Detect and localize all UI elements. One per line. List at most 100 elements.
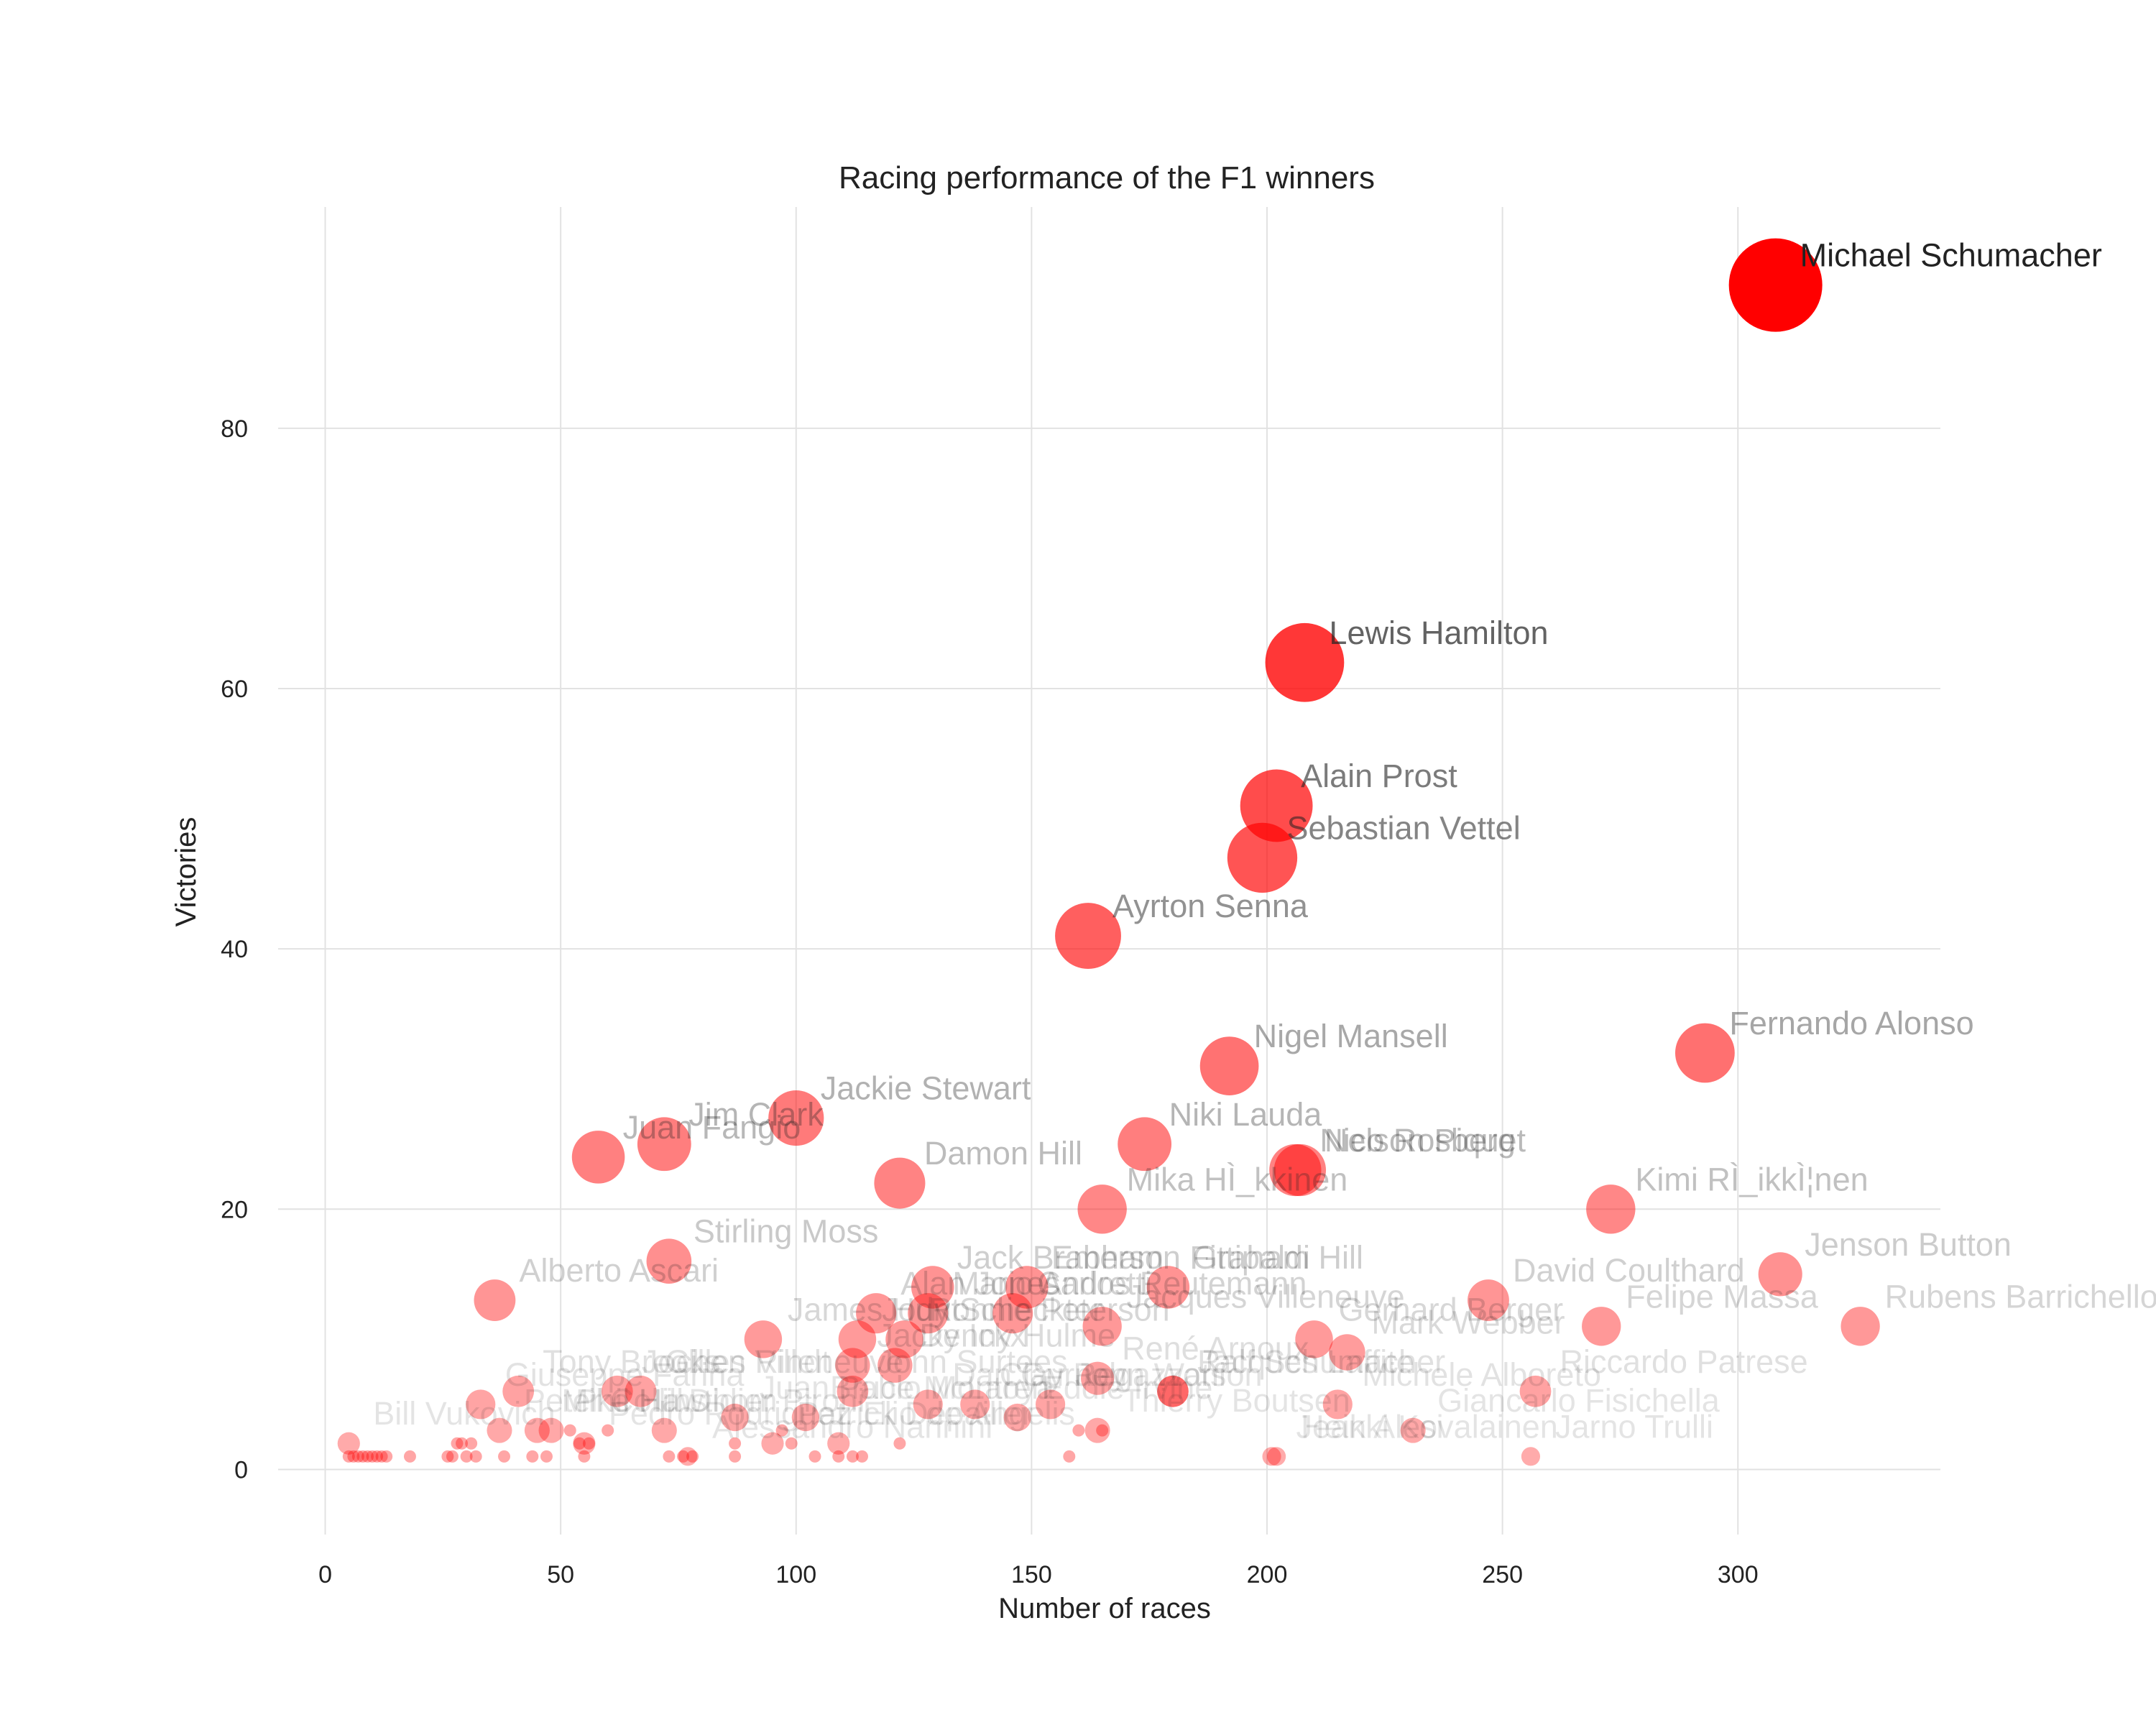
data-point	[729, 1437, 742, 1450]
data-point	[744, 1320, 783, 1358]
data-point	[1758, 1252, 1802, 1297]
data-point	[992, 1293, 1033, 1334]
data-point	[1096, 1424, 1109, 1437]
y-tick-label: 20	[221, 1196, 248, 1223]
point-label: Peter Collins	[524, 1382, 707, 1419]
point-label: Carlos Reutemann	[1037, 1265, 1307, 1302]
data-point	[856, 1293, 897, 1334]
data-point	[1077, 1184, 1127, 1234]
data-point	[808, 1450, 821, 1463]
data-points	[337, 238, 1880, 1466]
data-point	[371, 1450, 384, 1463]
data-point	[375, 1450, 388, 1463]
point-label: Kimi RÌ_ikkÌ¦nen	[1635, 1161, 1868, 1197]
data-point	[893, 1437, 906, 1450]
point-label: Bill Vukovich	[373, 1395, 555, 1432]
data-point	[578, 1450, 591, 1463]
data-point	[456, 1437, 469, 1450]
data-point	[526, 1450, 539, 1463]
x-tick-label: 0	[318, 1561, 332, 1588]
point-label: Alberto Ascari	[519, 1252, 719, 1289]
data-point	[601, 1375, 633, 1407]
data-point	[460, 1450, 473, 1463]
point-label: Sebastian Vettel	[1286, 809, 1520, 846]
data-point	[1118, 1117, 1172, 1172]
point-label: Jacques Laffite	[1197, 1343, 1414, 1380]
point-label: Nico Rosberg	[1319, 1122, 1516, 1159]
y-tick-label: 0	[234, 1456, 248, 1484]
data-point	[502, 1375, 535, 1407]
point-label: Michele Alboreto	[1362, 1356, 1601, 1393]
data-point	[960, 1389, 990, 1420]
data-point	[337, 1432, 360, 1455]
data-point	[465, 1437, 478, 1450]
point-label: Jack Brabham	[957, 1239, 1164, 1276]
point-label: Elio de Angelis	[863, 1395, 1075, 1432]
data-point	[1322, 1389, 1353, 1420]
point-label: Jenson Button	[1805, 1226, 2012, 1263]
data-point	[1084, 1417, 1110, 1443]
data-point	[911, 1266, 954, 1309]
point-label: Pedro Rodriguez	[609, 1395, 852, 1432]
point-label: Jody Scheckter	[882, 1291, 1103, 1328]
data-point	[524, 1417, 550, 1443]
point-label: Emerson Fittipaldi	[1051, 1239, 1310, 1276]
data-point	[1582, 1307, 1621, 1346]
data-point	[451, 1437, 464, 1450]
point-label: Ralf Schumacher	[1197, 1343, 1445, 1380]
y-tick-label: 40	[221, 936, 248, 963]
point-label: Phil Hill	[576, 1382, 683, 1419]
x-axis-label: Number of races	[998, 1593, 1211, 1624]
data-point	[466, 1389, 496, 1420]
data-point	[1267, 1447, 1286, 1466]
data-point	[908, 1293, 949, 1334]
point-label: Mark Webber	[1371, 1304, 1565, 1340]
point-label: Juan Fangio	[623, 1109, 801, 1146]
data-point	[877, 1348, 913, 1383]
point-label: René Arnoux	[1122, 1330, 1309, 1367]
data-point	[827, 1432, 850, 1455]
data-point	[1072, 1424, 1085, 1437]
data-point	[1519, 1375, 1552, 1407]
point-label: Dan Gurney	[952, 1356, 1127, 1393]
point-label: Alessandro Nannini	[712, 1408, 992, 1445]
point-label: Tony Brooks	[543, 1343, 721, 1380]
data-point	[874, 1157, 926, 1209]
y-axis-label: Victories	[170, 817, 202, 927]
data-point	[1157, 1375, 1189, 1407]
point-label: Didier Pironi	[688, 1382, 865, 1419]
data-point	[1240, 769, 1313, 842]
data-point	[775, 1424, 788, 1437]
data-point	[832, 1450, 845, 1463]
data-point	[768, 1090, 824, 1146]
point-label: Ayrton Senna	[1112, 888, 1309, 924]
point-label: Jacques Villeneuve	[1127, 1278, 1405, 1315]
data-point	[347, 1450, 360, 1463]
data-point	[1841, 1307, 1880, 1346]
data-point	[1081, 1361, 1115, 1395]
point-label: Jarno Trulli	[1555, 1408, 1713, 1445]
data-point	[1082, 1307, 1122, 1346]
data-point	[646, 1238, 692, 1284]
point-label: Clay Regazzoni	[1000, 1356, 1226, 1393]
data-point	[838, 1320, 877, 1358]
point-label: Denny Hulme	[919, 1317, 1115, 1354]
point-label: Mario Andretti	[952, 1265, 1152, 1302]
data-point	[573, 1432, 596, 1455]
data-point	[1157, 1375, 1189, 1407]
point-label: Juan Pablo Montoya	[760, 1369, 1055, 1406]
data-point	[1262, 1447, 1281, 1466]
data-point	[637, 1117, 691, 1172]
point-label: Stirling Moss	[694, 1213, 879, 1250]
point-label: Fernando Alonso	[1729, 1005, 1973, 1041]
point-label: Eddie Irvine	[1042, 1369, 1213, 1406]
data-point	[1146, 1266, 1190, 1309]
point-label: Jackie Stewart	[821, 1070, 1031, 1107]
data-point	[1063, 1450, 1076, 1463]
x-tick-label: 300	[1718, 1561, 1759, 1588]
data-point	[1400, 1417, 1426, 1443]
data-point	[582, 1437, 595, 1450]
data-point	[729, 1450, 742, 1463]
